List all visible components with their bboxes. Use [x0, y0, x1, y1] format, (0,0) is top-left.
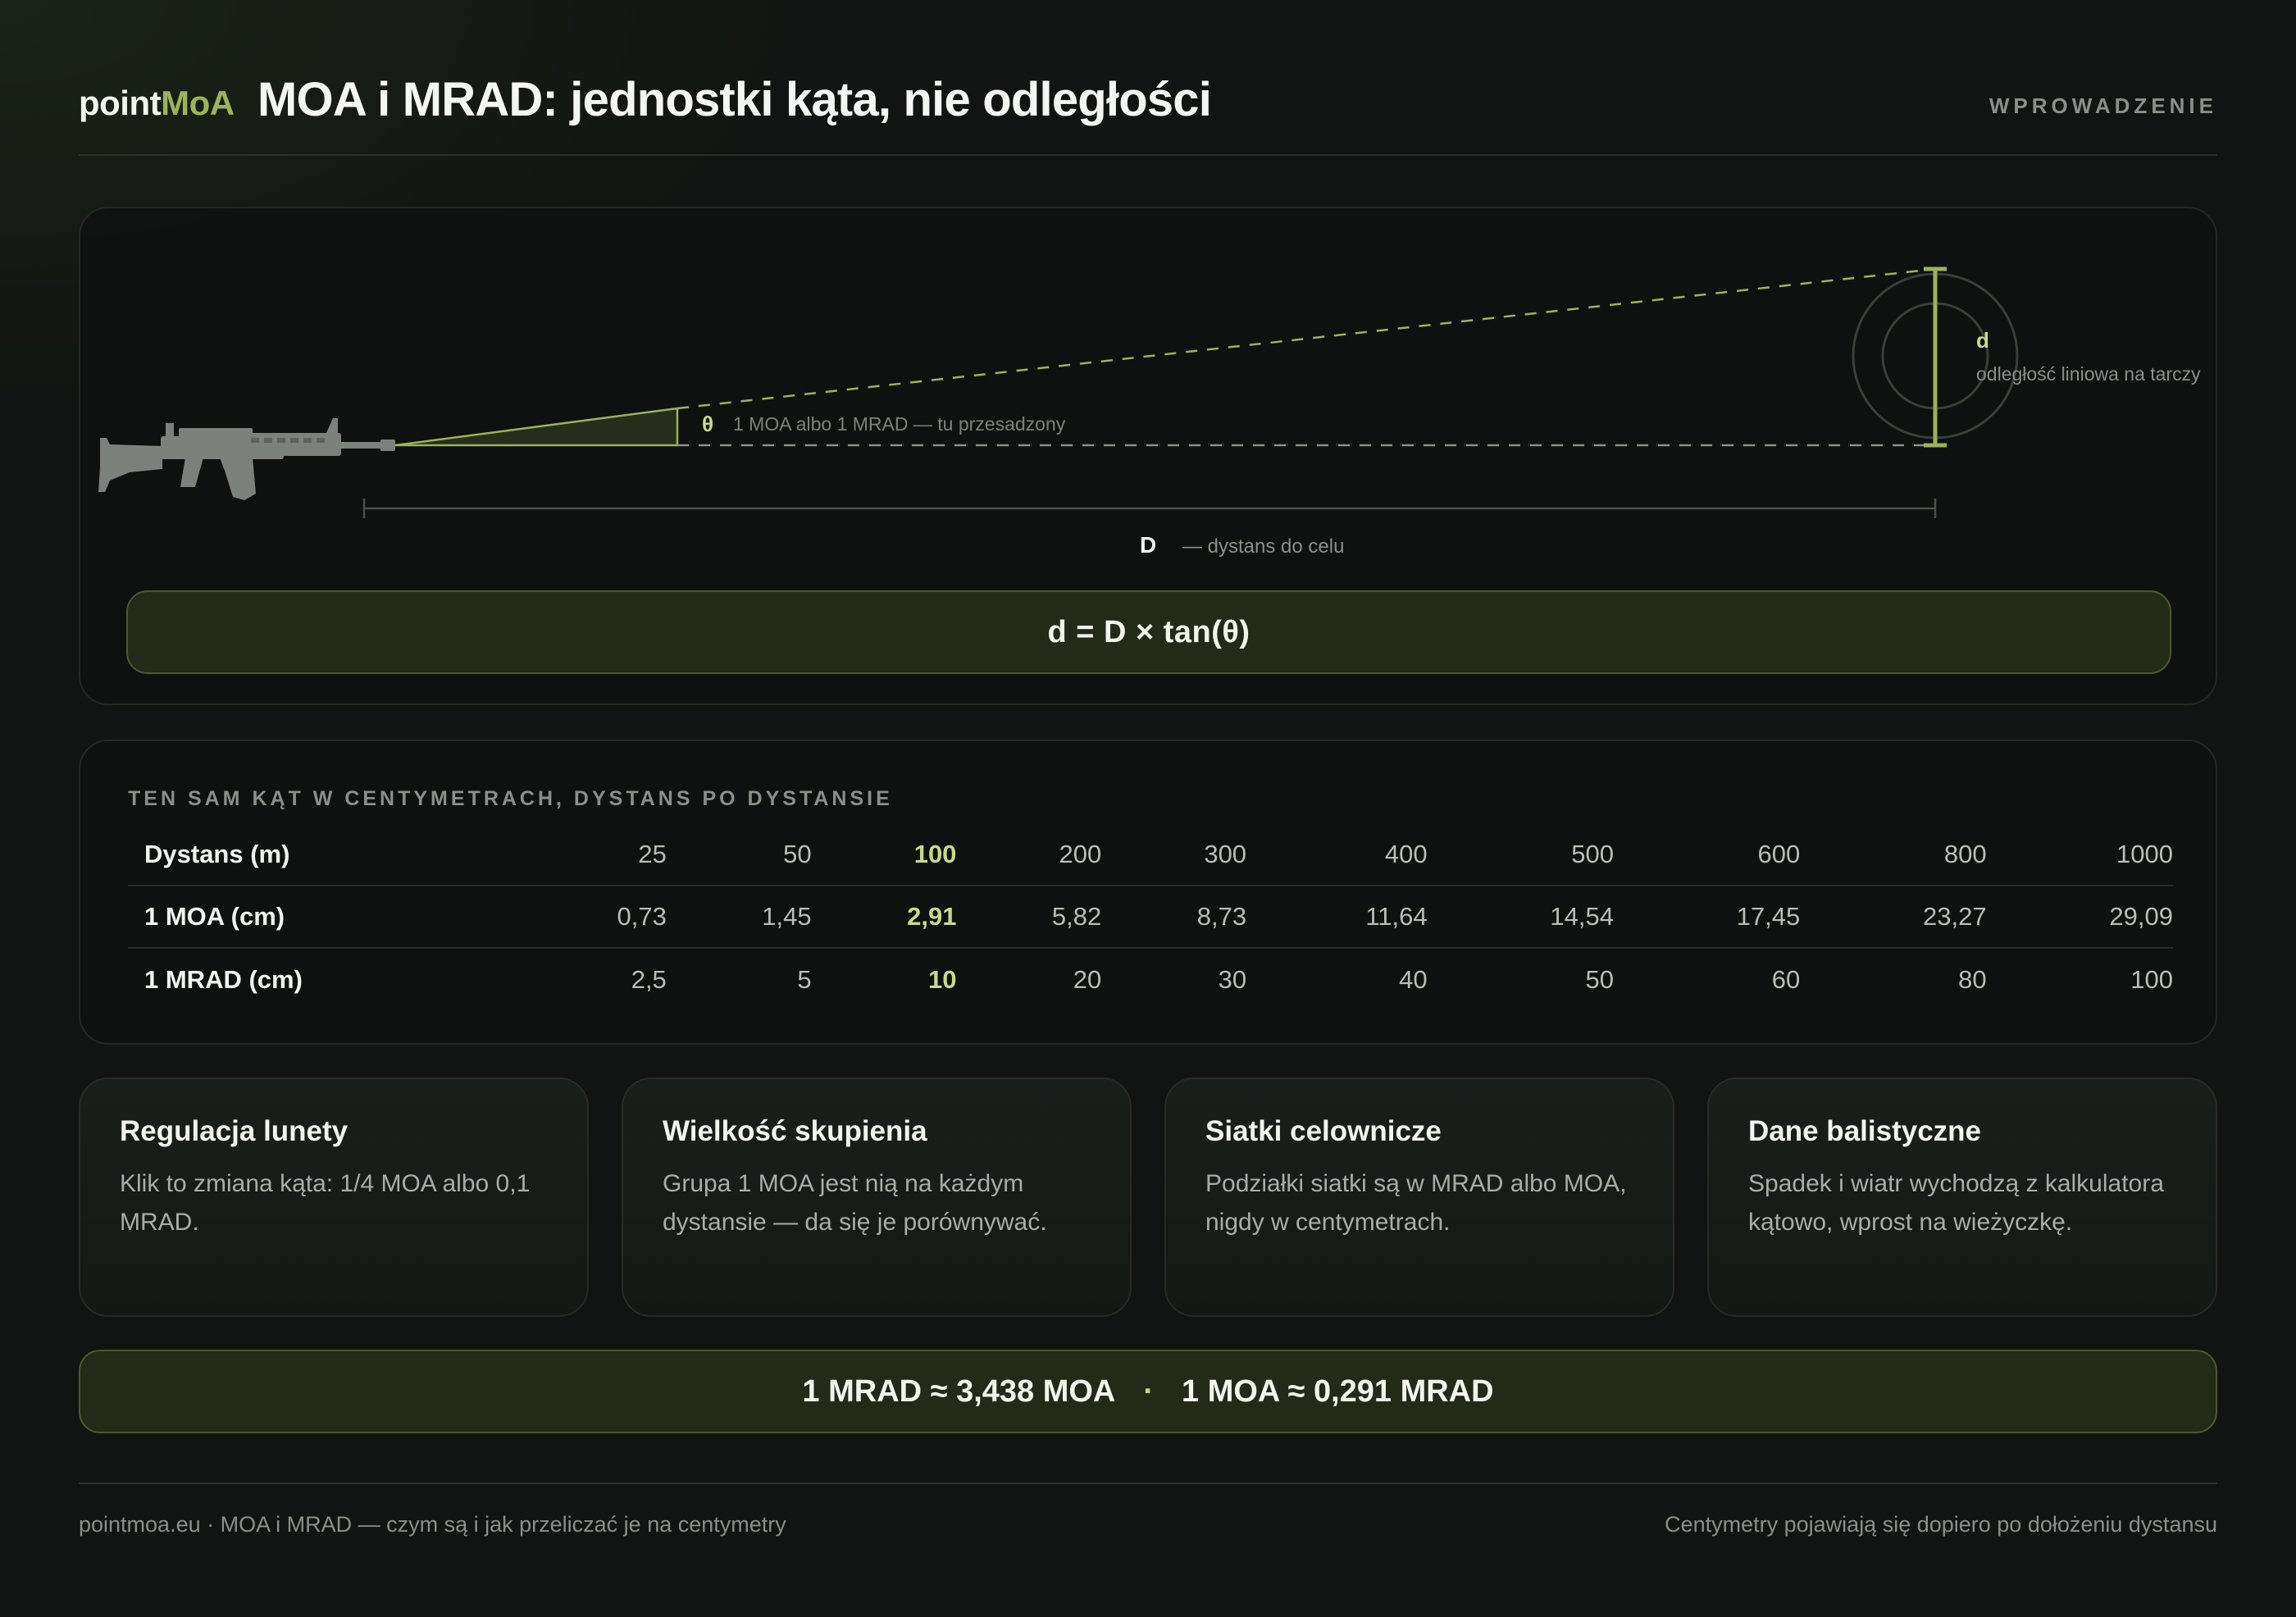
angle-diagram: θ 1 MOA albo 1 MRAD — tu przesadzony d o…	[98, 266, 2201, 558]
card-ballistic-data: Dane balistyczne Spadek i wiatr wychodzą…	[1707, 1077, 2217, 1317]
distance-symbol: D	[1140, 532, 1156, 558]
row-label: Dystans (m)	[144, 839, 290, 868]
angle-note: 1 MOA albo 1 MRAD — tu przesadzony	[733, 413, 1066, 435]
card-group-size: Wielkość skupienia Grupa 1 MOA jest nią …	[622, 1077, 1132, 1317]
theta-label: θ	[702, 412, 713, 436]
conversion-table: Dystans (m) 25 50 100 200 300 400 500 600 800 1000…	[128, 823, 2173, 1010]
table-cell: 30	[1101, 947, 1247, 1010]
conversion-table-panel: TEN SAM KĄT W CENTYMETRACH, DYSTANS PO D…	[79, 740, 2217, 1045]
table-cell: 300	[1204, 839, 1247, 868]
table-cell: 100	[1986, 947, 2173, 1010]
row-label: 1 MOA (cm)	[128, 885, 522, 948]
footer-source[interactable]: pointmoa.eu · MOA i MRAD — czym są i jak…	[79, 1512, 786, 1537]
table-cell: 1,45	[666, 885, 812, 948]
table-cell: 600	[1757, 839, 1801, 868]
table-cell: 11,64	[1246, 885, 1428, 948]
brand-prefix: point	[79, 84, 162, 122]
card-title: Dane balistyczne	[1748, 1115, 1981, 1147]
card-scope-adjustment: Regulacja lunety Klik to zmiana kąta: 1/…	[79, 1077, 589, 1317]
table-cell: 80	[1800, 947, 1987, 1010]
table-cell: 2,5	[522, 947, 667, 1010]
table-cell: 200	[1059, 839, 1102, 868]
header: pointMoA MOA i MRAD: jednostki kąta, nie…	[79, 69, 2217, 156]
target-symbol: d	[1976, 328, 1989, 353]
table-cell: 25	[638, 839, 667, 868]
card-title: Siatki celownicze	[1205, 1115, 1442, 1147]
card-text: Spadek i wiatr wychodzą z kalkulatora ką…	[1748, 1170, 2164, 1236]
row-mrad: 1 MRAD (cm) 2,5 5 10 20 30 40 50 60 80 100	[128, 947, 2173, 1010]
table-cell: 20	[956, 947, 1102, 1010]
target-height-bracket	[1924, 266, 1947, 448]
table-cell: 2,91	[811, 885, 957, 948]
table-cell: 23,27	[1800, 885, 1987, 948]
table-cell: 29,09	[1986, 885, 2173, 948]
card-reticles: Siatki celownicze Podziałki siatki są w …	[1164, 1077, 1674, 1317]
table-cell: 400	[1384, 839, 1428, 868]
formula-bar: d = D × tan(θ)	[126, 590, 2171, 674]
table-cell: 5,82	[956, 885, 1102, 948]
table-cell: 14,54	[1427, 885, 1614, 948]
table-cell: 40	[1246, 947, 1428, 1010]
card-text: Grupa 1 MOA jest nią na każdym dystansie…	[663, 1170, 1047, 1236]
table-cell: 10	[811, 947, 957, 1010]
distance-dimension	[362, 499, 1937, 518]
table-cell: 50	[783, 839, 812, 868]
row-label: 1 MRAD (cm)	[128, 947, 522, 1010]
card-text: Podziałki siatki są w MRAD albo MOA, nig…	[1205, 1170, 1627, 1236]
table-cell: 50	[1427, 947, 1614, 1010]
table-cell: 1000	[2116, 839, 2173, 868]
table-cell: 0,73	[522, 885, 667, 948]
distance-note: — dystans do celu	[1182, 535, 1344, 558]
card-title: Regulacja lunety	[120, 1115, 348, 1147]
angle-wedge	[394, 407, 679, 447]
table-cell: 60	[1613, 947, 1801, 1010]
footer-note: Centymetry pojawiają się dopiero po doło…	[1665, 1512, 2217, 1537]
table-cell: 500	[1571, 839, 1614, 868]
page-title: MOA i MRAD: jednostki kąta, nie odległoś…	[257, 73, 1212, 126]
table-cell: 8,73	[1101, 885, 1247, 948]
row-distance: Dystans (m) 25 50 100 200 300 400 500 600 800 1000	[128, 823, 2173, 886]
footer: pointmoa.eu · MOA i MRAD — czym są i jak…	[79, 1483, 2217, 1548]
ratio-mrad-to-moa: 1 MRAD ≈ 3,438 MOA	[802, 1373, 1116, 1409]
card-text: Klik to zmiana kąta: 1/4 MOA albo 0,1 MR…	[120, 1170, 531, 1236]
table-cell: 800	[1943, 839, 1987, 868]
row-moa: 1 MOA (cm) 0,73 1,45 2,91 5,82 8,73 11,64 14,54…	[128, 885, 2173, 948]
table-cell: 100	[913, 839, 957, 868]
ratio-moa-to-mrad: 1 MOA ≈ 0,291 MRAD	[1182, 1373, 1494, 1409]
brand-accent: MoA	[161, 84, 235, 122]
ratio-bar: 1 MRAD ≈ 3,438 MOA · 1 MOA ≈ 0,291 MRAD	[79, 1350, 2217, 1433]
ratio-separator: ·	[1143, 1373, 1155, 1409]
brand-logo[interactable]: pointMoA	[79, 84, 235, 123]
table-cell: 17,45	[1613, 885, 1801, 948]
diagram-panel: θ 1 MOA albo 1 MRAD — tu przesadzony d o…	[79, 207, 2217, 705]
table-cell: 5	[666, 947, 812, 1010]
target-note: odległość liniowa na tarczy	[1976, 363, 2201, 385]
table-title: TEN SAM KĄT W CENTYMETRACH, DYSTANS PO D…	[128, 787, 893, 810]
card-title: Wielkość skupienia	[663, 1115, 927, 1147]
sight-line-upper	[676, 267, 1936, 410]
rifle-icon	[98, 418, 395, 500]
section-tag: WPROWADZENIE	[1988, 93, 2217, 118]
